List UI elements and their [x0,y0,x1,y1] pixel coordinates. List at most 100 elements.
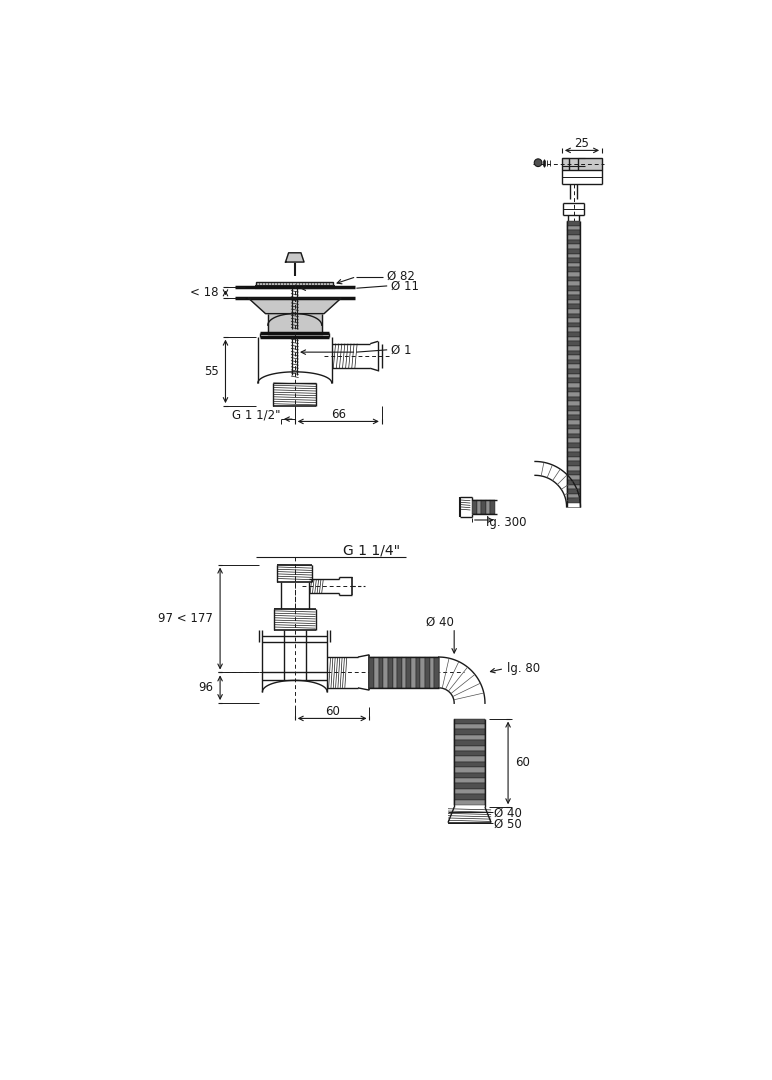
Bar [567,221,581,226]
Bar [567,360,581,364]
Bar [567,457,581,461]
Text: Ø 82: Ø 82 [388,270,415,283]
Bar [567,258,581,262]
Bar [454,751,485,756]
Text: Ø 11: Ø 11 [391,280,419,293]
Bar [411,657,415,688]
Text: 66: 66 [330,408,346,421]
Bar [567,374,581,378]
Bar [567,453,581,457]
Bar [567,494,581,499]
Bar [567,305,581,309]
Bar [567,489,581,494]
Bar [567,447,581,453]
Bar [567,369,581,374]
Bar [454,734,485,740]
Bar [434,657,438,688]
Bar [454,778,485,783]
Bar [567,249,581,254]
Bar [567,281,581,286]
Text: < 18: < 18 [190,286,218,299]
Text: Ø 40: Ø 40 [494,807,522,820]
Text: 96: 96 [198,681,213,694]
Bar [454,772,485,778]
Bar [567,424,581,429]
Bar [454,724,485,729]
Bar [567,313,581,319]
Bar [567,240,581,244]
Bar [454,756,485,761]
Bar [567,364,581,369]
Text: 60: 60 [515,756,530,769]
Bar [454,799,485,805]
Bar [567,309,581,313]
Bar [472,500,476,514]
Bar [567,485,581,489]
Polygon shape [249,298,341,313]
Text: G 1 1/2": G 1 1/2" [232,408,281,421]
Bar [567,244,581,249]
Bar [415,657,420,688]
Bar [567,295,581,300]
Bar [562,158,602,171]
Bar [393,657,397,688]
Bar [567,341,581,346]
Bar [567,262,581,268]
Bar [429,657,434,688]
Bar [567,461,581,467]
Bar [454,761,485,767]
Text: 55: 55 [204,365,218,378]
Bar [567,235,581,240]
Bar [567,383,581,388]
Bar [454,783,485,788]
Text: Ø 40: Ø 40 [426,616,454,629]
Bar [567,254,581,258]
Bar [567,378,581,383]
Bar [454,718,485,724]
Circle shape [534,159,542,166]
Bar [567,434,581,438]
Text: lg. 300: lg. 300 [486,516,527,529]
Bar [454,745,485,751]
Bar [567,272,581,276]
Bar [567,355,581,360]
Bar [567,429,581,434]
Bar [567,333,581,337]
Bar [567,420,581,424]
Bar [406,657,411,688]
Bar [388,657,393,688]
Bar [567,480,581,485]
Text: lg. 80: lg. 80 [506,662,540,675]
Bar [567,438,581,443]
Text: 25: 25 [574,137,590,150]
Bar [567,337,581,341]
Bar [401,657,406,688]
Bar [490,500,495,514]
Bar [481,500,486,514]
Bar [567,406,581,410]
Bar [397,657,401,688]
Bar [567,499,581,503]
Bar [374,657,379,688]
Bar [567,323,581,327]
Bar [370,657,374,688]
Bar [567,327,581,333]
Bar [567,230,581,235]
Bar [567,268,581,272]
Polygon shape [286,253,304,262]
Bar [567,471,581,475]
Bar [567,319,581,323]
Bar [567,388,581,392]
Bar [567,475,581,480]
Text: Ø 50: Ø 50 [494,818,522,831]
Bar [454,767,485,772]
Text: G 1 1/4": G 1 1/4" [344,544,401,557]
Bar [567,402,581,406]
Bar [567,300,581,305]
Bar [567,351,581,355]
Bar [454,788,485,794]
Bar [454,729,485,734]
Bar [425,657,429,688]
Bar [567,346,581,351]
Bar [567,467,581,471]
